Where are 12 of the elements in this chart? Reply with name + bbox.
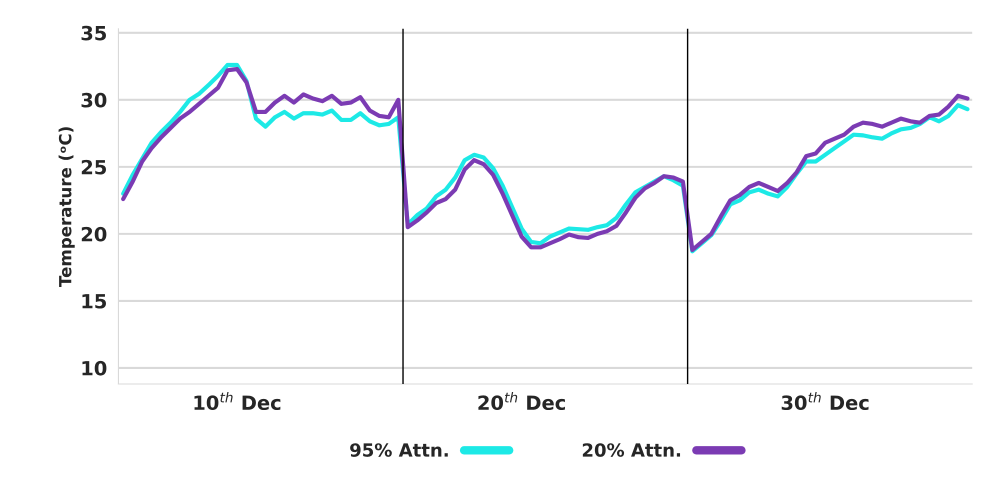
legend-label: 95% Attn. — [350, 443, 448, 457]
y-axis-title: Temperature (ᵒC) — [58, 127, 75, 287]
y-tick-label: 30 — [82, 92, 106, 108]
y-tick-label: 20 — [82, 226, 106, 242]
y-tick-label: 15 — [82, 294, 106, 309]
legend-label: 20% Attn. — [582, 443, 680, 457]
x-tick-label: 20$^{th}$ Dec — [478, 392, 565, 410]
y-tick-label: 25 — [82, 160, 106, 175]
x-tick-label: 30$^{th}$ Dec — [782, 392, 868, 410]
y-tick-label: 10 — [82, 360, 106, 376]
y-tick-label: 35 — [82, 26, 106, 40]
x-tick-label: 10$^{th}$ Dec — [194, 392, 280, 410]
